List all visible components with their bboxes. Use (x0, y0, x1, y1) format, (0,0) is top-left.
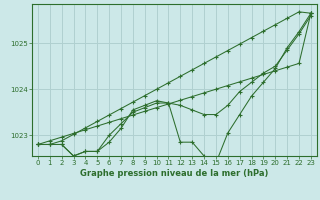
X-axis label: Graphe pression niveau de la mer (hPa): Graphe pression niveau de la mer (hPa) (80, 169, 268, 178)
